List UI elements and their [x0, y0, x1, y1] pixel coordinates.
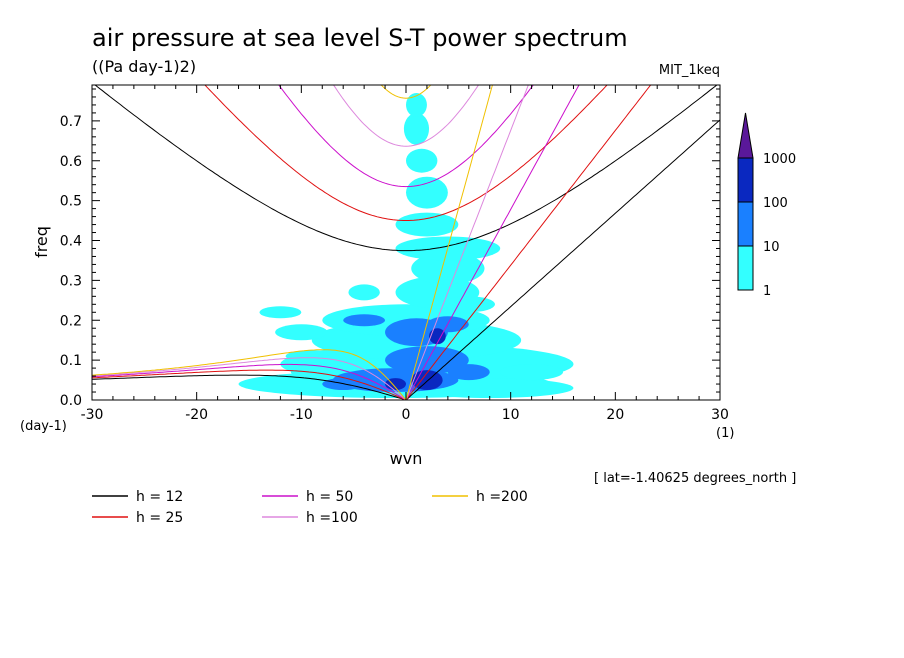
y-tick-label: 0.7	[60, 114, 82, 130]
x-axis-label: wvn	[390, 449, 423, 468]
contour-patch	[275, 324, 328, 341]
x-unit-label: (1)	[716, 426, 734, 441]
inertia-gravity-wave-curve	[94, 85, 718, 252]
kelvin-wave-curve	[405, 85, 493, 400]
y-tick-label: 0.5	[60, 194, 82, 210]
equatorial-rossby-wave-curve	[92, 357, 407, 400]
axis-ticks: -30 -20 -10 0 10 20 30 0.0 0.1 0.2 0.3 0.4 0.5 0.6 0.7	[60, 85, 729, 423]
inertia-gravity-wave-curve	[204, 85, 608, 221]
x-tick-label: -30	[81, 407, 104, 423]
equatorial-rossby-wave-curve	[92, 349, 407, 400]
kelvin-wave-curve	[405, 85, 529, 400]
y-tick-label: 0.4	[60, 234, 82, 250]
colorbar-overflow-triangle	[737, 112, 754, 159]
contour-patch	[395, 212, 459, 237]
y-axis-label: freq	[32, 226, 51, 258]
chart-title: air pressure at sea level S-T power spec…	[92, 24, 628, 52]
contour-patch	[385, 346, 469, 375]
legend-label: h = 50	[306, 489, 353, 505]
colorbar-label: 10	[763, 240, 780, 255]
contour-patch	[406, 92, 427, 117]
legend-label: h = 12	[136, 489, 183, 505]
inertia-gravity-wave-curve	[278, 85, 534, 188]
contour-patch	[285, 350, 338, 363]
contour-patch	[406, 176, 448, 209]
latitude-annotation: [ lat=-1.40625 degrees_north ]	[594, 471, 796, 486]
legend-label: h =200	[476, 489, 528, 505]
x-tick-label: 20	[606, 407, 624, 423]
contour-patch	[500, 364, 563, 381]
y-tick-label: 0.0	[60, 393, 82, 409]
kelvin-wave-curve	[405, 119, 720, 400]
y-tick-label: 0.1	[60, 353, 82, 369]
contour-patch	[447, 364, 490, 381]
model-name: MIT_1keq	[659, 63, 720, 78]
legend: h = 12 h = 25 h = 50 h =100 h =200	[92, 489, 528, 526]
contour-patch	[442, 296, 495, 313]
equatorial-rossby-wave-curve	[92, 363, 407, 400]
colorbar-label: 1000	[763, 152, 796, 167]
dispersion-curves	[92, 85, 720, 400]
x-tick-label: -10	[290, 407, 313, 423]
contour-patch	[348, 284, 380, 301]
contour-patch	[406, 148, 438, 173]
y-unit-label: (day-1)	[20, 419, 67, 434]
contour-patch	[429, 328, 446, 345]
colorbar-label: 1	[763, 284, 771, 299]
colorbar-segment	[737, 201, 754, 247]
kelvin-wave-curve	[405, 85, 652, 400]
colorbar: 1 10 100 1000	[737, 112, 796, 299]
colorbar-segment	[737, 157, 754, 203]
legend-label: h = 25	[136, 510, 183, 526]
y-tick-label: 0.6	[60, 154, 82, 170]
equatorial-rossby-wave-curve	[92, 369, 407, 400]
x-tick-label: 0	[402, 407, 411, 423]
kelvin-wave-curve	[405, 85, 580, 400]
y-tick-label: 0.2	[60, 313, 82, 329]
colorbar-label: 100	[763, 196, 788, 211]
contour-patch	[403, 112, 430, 145]
x-tick-label: -20	[185, 407, 208, 423]
chart-subtitle: ((Pa day-1)2)	[92, 57, 196, 76]
x-tick-label: 30	[711, 407, 729, 423]
y-tick-label: 0.3	[60, 273, 82, 289]
contour-patch	[411, 252, 485, 285]
contour-patch	[343, 314, 386, 327]
legend-label: h =100	[306, 510, 358, 526]
equatorial-rossby-wave-curve	[92, 374, 407, 400]
x-tick-label: 10	[502, 407, 520, 423]
colorbar-segment	[737, 245, 754, 291]
contour-patch	[411, 370, 443, 391]
contour-patch	[259, 306, 302, 319]
inertia-gravity-wave-curve	[380, 85, 432, 99]
inertia-gravity-wave-curve	[332, 85, 480, 147]
